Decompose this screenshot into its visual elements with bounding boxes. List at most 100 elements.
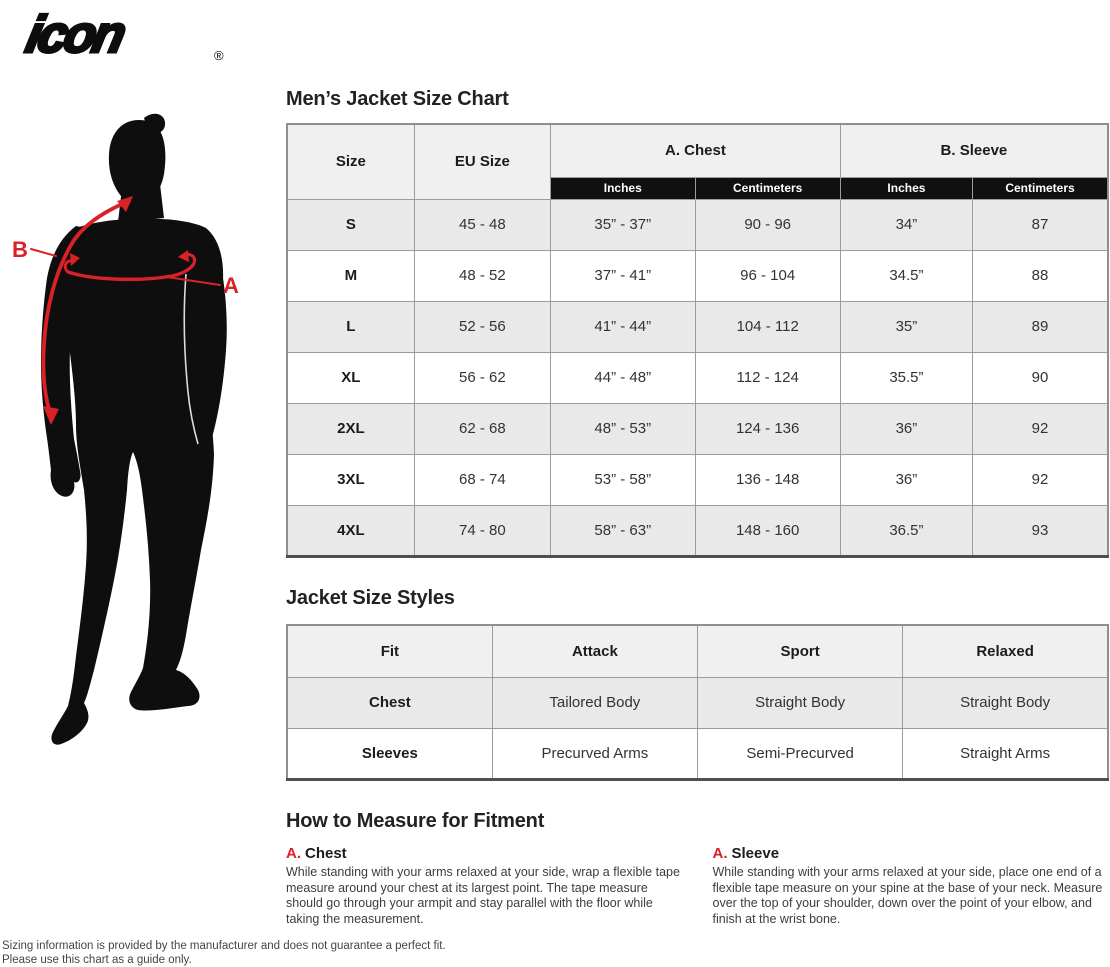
sleeve-cm-cell: 92 bbox=[972, 453, 1109, 506]
sleeve-inches-cell: 36” bbox=[839, 402, 974, 455]
table-row: 2XL 62 - 68 48” - 53” 124 - 136 36” 92 bbox=[286, 402, 1109, 455]
style-value-cell: Straight Body bbox=[696, 676, 904, 729]
icon-logo-icon: icon ® bbox=[20, 4, 224, 65]
eu-size-cell: 56 - 62 bbox=[413, 351, 552, 404]
measure-chest-name: Chest bbox=[305, 845, 347, 862]
chest-cm-cell: 104 - 112 bbox=[694, 300, 841, 353]
col-header-chest: A. Chest bbox=[550, 123, 841, 178]
size-cell: L bbox=[286, 300, 415, 353]
size-table: Size EU Size A. Chest B. Sleeve Inches C… bbox=[286, 123, 1109, 558]
table-row: 4XL 74 - 80 58” - 63” 148 - 160 36.5” 93 bbox=[286, 504, 1109, 557]
measure-sleeve-heading: A. Sleeve bbox=[713, 845, 1110, 862]
eu-size-cell: 68 - 74 bbox=[413, 453, 552, 506]
size-cell: S bbox=[286, 198, 415, 251]
col-header-sport: Sport bbox=[696, 624, 904, 678]
logo-text: icon bbox=[21, 6, 129, 64]
sleeve-cm-cell: 93 bbox=[972, 504, 1109, 557]
chest-inches-cell: 58” - 63” bbox=[550, 504, 696, 557]
styles-title: Jacket Size Styles bbox=[286, 587, 455, 609]
table-row: XL 56 - 62 44” - 48” 112 - 124 35.5” 90 bbox=[286, 351, 1109, 404]
disclaimer: Sizing information is provided by the ma… bbox=[2, 939, 446, 967]
col-header-eu-size: EU Size bbox=[413, 123, 552, 200]
col-header-attack: Attack bbox=[491, 624, 699, 678]
eu-size-cell: 48 - 52 bbox=[413, 249, 552, 302]
sleeve-label-b: B bbox=[12, 237, 28, 262]
style-value-cell: Tailored Body bbox=[491, 676, 699, 729]
measure-title: How to Measure for Fitment bbox=[286, 810, 545, 832]
disclaimer-line-2: Please use this chart as a guide only. bbox=[2, 954, 192, 966]
measurement-arrows-icon bbox=[30, 199, 221, 418]
chest-inches-cell: 48” - 53” bbox=[550, 402, 696, 455]
eu-size-cell: 52 - 56 bbox=[413, 300, 552, 353]
fit-row-label: Sleeves bbox=[286, 727, 493, 780]
table-row: 3XL 68 - 74 53” - 58” 136 - 148 36” 92 bbox=[286, 453, 1109, 506]
disclaimer-line-1: Sizing information is provided by the ma… bbox=[2, 940, 446, 952]
chest-cm-cell: 124 - 136 bbox=[694, 402, 841, 455]
size-cell: XL bbox=[286, 351, 415, 404]
body-silhouette-icon: B A bbox=[12, 113, 239, 745]
chest-inches-cell: 37” - 41” bbox=[550, 249, 696, 302]
eu-size-cell: 74 - 80 bbox=[413, 504, 552, 557]
col-header-sleeve: B. Sleeve bbox=[839, 123, 1109, 178]
chest-cm-cell: 136 - 148 bbox=[694, 453, 841, 506]
measure-sleeve-text: While standing with your arms relaxed at… bbox=[712, 865, 1103, 926]
sleeve-cm-cell: 92 bbox=[972, 402, 1109, 455]
chest-label-a: A bbox=[223, 273, 239, 298]
style-value-cell: Semi-Precurved bbox=[696, 727, 904, 780]
style-value-cell: Straight Body bbox=[902, 676, 1109, 729]
chest-inches-cell: 53” - 58” bbox=[550, 453, 696, 506]
style-value-cell: Precurved Arms bbox=[491, 727, 699, 780]
measure-chest-text: While standing with your arms relaxed at… bbox=[286, 865, 680, 926]
subheader-sleeve-inches: Inches bbox=[839, 176, 974, 200]
chest-inches-cell: 44” - 48” bbox=[550, 351, 696, 404]
table-row: L 52 - 56 41” - 44” 104 - 112 35” 89 bbox=[286, 300, 1109, 353]
table-row: S 45 - 48 35” - 37” 90 - 96 34” 87 bbox=[286, 198, 1109, 251]
subheader-chest-inches: Inches bbox=[550, 176, 696, 200]
table-row: Chest Tailored Body Straight Body Straig… bbox=[286, 676, 1109, 729]
chest-inches-cell: 35” - 37” bbox=[550, 198, 696, 251]
chest-inches-cell: 41” - 44” bbox=[550, 300, 696, 353]
subheader-chest-centimeters: Centimeters bbox=[694, 176, 841, 200]
sleeve-inches-cell: 35.5” bbox=[839, 351, 974, 404]
subheader-sleeve-centimeters: Centimeters bbox=[972, 176, 1109, 200]
size-cell: M bbox=[286, 249, 415, 302]
sleeve-inches-cell: 36” bbox=[839, 453, 974, 506]
sleeve-inches-cell: 34” bbox=[839, 198, 974, 251]
sleeve-inches-cell: 35” bbox=[839, 300, 974, 353]
sleeve-inches-cell: 34.5” bbox=[839, 249, 974, 302]
styles-table: Fit Attack Sport Relaxed Chest Tailored … bbox=[286, 624, 1109, 781]
measure-sleeve-name: Sleeve bbox=[731, 845, 780, 862]
chest-cm-cell: 90 - 96 bbox=[694, 198, 841, 251]
measure-section-sleeve: A. Sleeve While standing with your arms r… bbox=[713, 845, 1110, 927]
fit-row-label: Chest bbox=[286, 676, 493, 729]
eu-size-cell: 45 - 48 bbox=[413, 198, 552, 251]
size-cell: 2XL bbox=[286, 402, 415, 455]
measure-chest-letter: A. bbox=[286, 845, 301, 862]
col-header-fit: Fit bbox=[286, 624, 493, 678]
size-table-header-row: Size EU Size A. Chest B. Sleeve bbox=[286, 123, 1109, 200]
style-value-cell: Straight Arms bbox=[902, 727, 1109, 780]
table-row: Sleeves Precurved Arms Semi-Precurved St… bbox=[286, 727, 1109, 780]
measure-chest-heading: A. Chest bbox=[286, 845, 683, 862]
measure-section-chest: A. Chest While standing with your arms re… bbox=[286, 845, 683, 927]
registered-mark: ® bbox=[214, 48, 224, 63]
sleeve-inches-cell: 36.5” bbox=[839, 504, 974, 557]
icon-brand-logo: icon ® bbox=[4, 4, 244, 66]
styles-header-row: Fit Attack Sport Relaxed bbox=[286, 624, 1109, 678]
sleeve-cm-cell: 88 bbox=[972, 249, 1109, 302]
table-row: M 48 - 52 37” - 41” 96 - 104 34.5” 88 bbox=[286, 249, 1109, 302]
size-cell: 3XL bbox=[286, 453, 415, 506]
measurement-figure: B A bbox=[0, 100, 280, 760]
measure-instructions: A. Chest While standing with your arms re… bbox=[286, 845, 1109, 927]
measure-sleeve-letter: A. bbox=[712, 845, 728, 862]
col-header-relaxed: Relaxed bbox=[902, 624, 1109, 678]
col-header-size: Size bbox=[286, 123, 415, 200]
chest-cm-cell: 112 - 124 bbox=[694, 351, 841, 404]
sleeve-cm-cell: 90 bbox=[972, 351, 1109, 404]
chest-cm-cell: 148 - 160 bbox=[694, 504, 841, 557]
size-cell: 4XL bbox=[286, 504, 415, 557]
eu-size-cell: 62 - 68 bbox=[413, 402, 552, 455]
size-chart-title: Men’s Jacket Size Chart bbox=[286, 88, 509, 110]
sleeve-cm-cell: 89 bbox=[972, 300, 1109, 353]
